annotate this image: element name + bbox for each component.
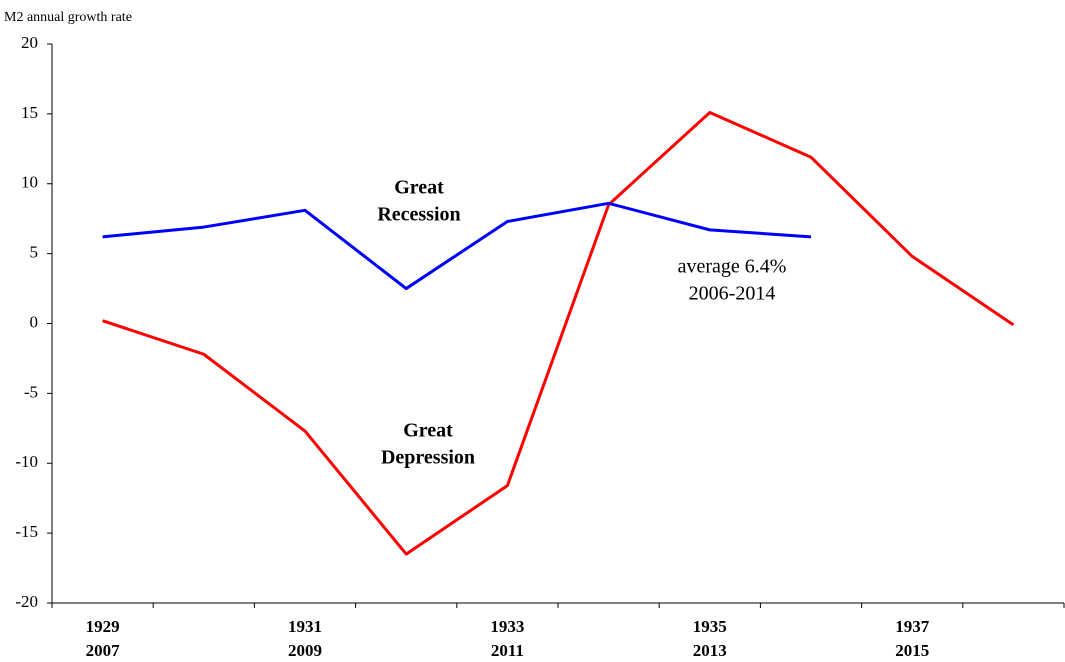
y-tick-label: -5: [24, 382, 38, 401]
series-label: Depression: [381, 447, 475, 469]
x-tick-label: 1933: [490, 617, 524, 636]
y-tick-label: 20: [21, 33, 38, 52]
x-tick-label: 1931: [288, 617, 322, 636]
series-label: Great: [403, 420, 453, 442]
annotation: average 6.4%: [678, 256, 787, 278]
series-label: Great: [394, 177, 444, 199]
x-tick-label-row2: 2011: [491, 641, 524, 660]
x-tick-label-row2: 2013: [693, 641, 727, 660]
y-tick-label: -10: [15, 452, 38, 471]
series-line: [102, 110, 1015, 556]
x-tick-label: 1929: [86, 617, 120, 636]
y-tick-label: 5: [30, 243, 39, 262]
x-tick-label: 1935: [693, 617, 727, 636]
y-tick-label: 10: [21, 173, 38, 192]
y-tick-label: 15: [21, 103, 38, 122]
x-tick-label-row2: 2007: [86, 641, 121, 660]
y-tick-label: 0: [30, 312, 39, 331]
x-tick-label: 1937: [895, 617, 930, 636]
annotation: 2006-2014: [689, 283, 776, 305]
series-line: [102, 201, 812, 291]
y-tick-label: -20: [15, 592, 38, 611]
y-axis-label: M2 annual growth rate: [4, 10, 132, 25]
x-tick-label-row2: 2015: [895, 641, 929, 660]
y-tick-label: -15: [15, 522, 38, 541]
x-tick-label-row2: 2009: [288, 641, 322, 660]
series-label: Recession: [377, 204, 460, 226]
